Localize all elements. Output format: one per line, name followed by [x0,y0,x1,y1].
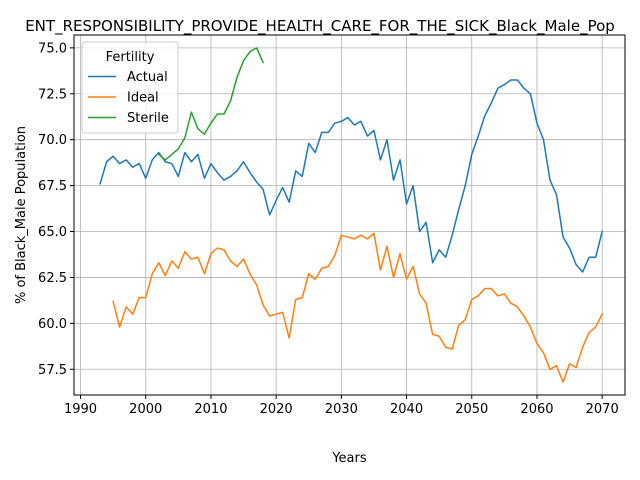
legend-title: Fertility [106,50,155,65]
series-lines [99,47,604,383]
x-axis: 1990 2000 2010 2020 2030 2040 2050 2060 2070 [64,395,619,417]
y-axis-label: % of Black_Male Population [14,126,29,304]
y-tick-label: 70.0 [38,133,67,148]
y-tick-label: 75.0 [38,41,67,56]
y-tick-label: 65.0 [38,225,67,240]
x-tick-label: 2000 [129,402,162,417]
x-tick-label: 2040 [390,402,423,417]
legend-label-actual: Actual [127,70,168,85]
y-tick-label: 67.5 [38,179,67,194]
x-tick-label: 2010 [194,402,227,417]
series-line-actual [99,79,604,273]
y-tick-label: 57.5 [38,363,67,378]
y-tick-label: 72.5 [38,87,67,102]
legend-box [81,41,179,134]
legend-label-ideal: Ideal [127,91,159,106]
x-tick-label: 2020 [260,402,293,417]
x-tick-label: 2060 [520,402,553,417]
x-tick-label: 2070 [586,402,619,417]
series-line-ideal [112,232,604,383]
plot-frame [73,34,626,396]
x-tick-label: 2030 [325,402,358,417]
grid [74,35,625,395]
x-axis-label: Years [331,451,367,466]
chart-title: ENT_RESPONSIBILITY_PROVIDE_HEALTH_CARE_F… [25,17,615,36]
y-axis: 57.5 60.0 62.5 65.0 67.5 70.0 72.5 75.0 [38,41,74,378]
x-tick-label: 1990 [64,402,97,417]
legend: Fertility Actual Ideal Sterile [81,41,179,134]
legend-items: Actual Ideal Sterile [88,70,169,126]
y-tick-label: 62.5 [38,271,67,286]
series-line-sterile [157,47,265,161]
legend-label-sterile: Sterile [127,111,169,126]
y-tick-label: 60.0 [38,317,67,332]
x-tick-label: 2050 [455,402,488,417]
